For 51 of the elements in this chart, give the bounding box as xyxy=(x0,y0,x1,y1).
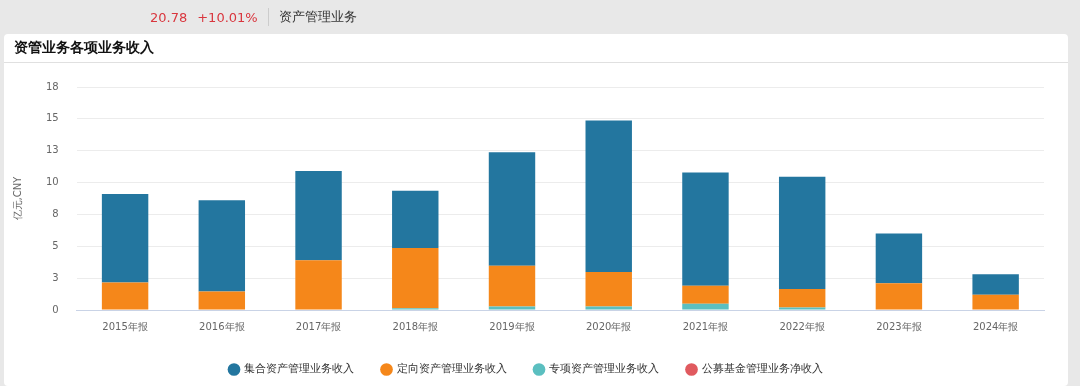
bar xyxy=(198,291,246,310)
bar xyxy=(682,172,729,286)
bar xyxy=(585,306,632,310)
bar xyxy=(875,233,923,284)
y-tick-label: 15 xyxy=(45,112,59,124)
bar xyxy=(585,272,632,307)
bar xyxy=(778,307,826,310)
bar xyxy=(585,120,632,273)
bar xyxy=(392,190,439,249)
y-tick-label: 18 xyxy=(45,80,59,92)
text: 20.78 xyxy=(150,9,188,25)
bar xyxy=(295,171,342,261)
x-tick-label: 2021年报 xyxy=(682,320,729,332)
x-tick-label: 2016年报 xyxy=(199,320,245,332)
legend-label: 集合资产管理业务收入 xyxy=(244,362,354,376)
x-tick-label: 2018年报 xyxy=(392,320,438,332)
legend-label: 定向资产管理业务收入 xyxy=(396,362,507,376)
bar xyxy=(972,274,1019,295)
bar xyxy=(682,303,729,310)
y-tick-label: 8 xyxy=(52,208,59,220)
x-tick-label: 2023年报 xyxy=(876,320,922,332)
bar xyxy=(972,294,1019,310)
text: +10.01% xyxy=(197,9,258,25)
bar xyxy=(198,200,246,292)
bar xyxy=(101,194,149,283)
x-tick-label: 2019年报 xyxy=(489,320,535,332)
bar xyxy=(778,176,826,289)
y-tick-label: 0 xyxy=(52,303,59,315)
bar xyxy=(101,282,149,310)
y-tick-label: 3 xyxy=(52,271,59,283)
x-tick-label: 2022年报 xyxy=(779,320,825,332)
legend-label: 公募基金管理业务净收入 xyxy=(701,362,823,376)
bar xyxy=(295,260,342,310)
x-tick-label: 2020年报 xyxy=(586,320,632,332)
bar xyxy=(488,152,536,266)
y-tick-label: 13 xyxy=(45,144,59,156)
y-tick-label: 10 xyxy=(45,176,59,188)
y-tick-label: 5 xyxy=(52,239,59,251)
chart-subtitle: 资产管理业务 xyxy=(267,8,357,26)
bar xyxy=(682,285,729,304)
y-axis-title: 亿元,CNY xyxy=(11,175,23,222)
bar xyxy=(778,288,826,308)
x-tick-label: 2015年报 xyxy=(102,320,148,332)
x-tick-label: 2017年报 xyxy=(295,320,342,332)
legend-label: 专项资产管理业务收入 xyxy=(549,362,659,376)
x-tick-label: 2024年报 xyxy=(972,320,1019,332)
bar xyxy=(875,283,923,310)
chart-title: 资管业务各项业务收入 xyxy=(4,34,1068,63)
bar xyxy=(488,265,536,307)
bar xyxy=(392,248,439,309)
bar xyxy=(488,306,536,310)
